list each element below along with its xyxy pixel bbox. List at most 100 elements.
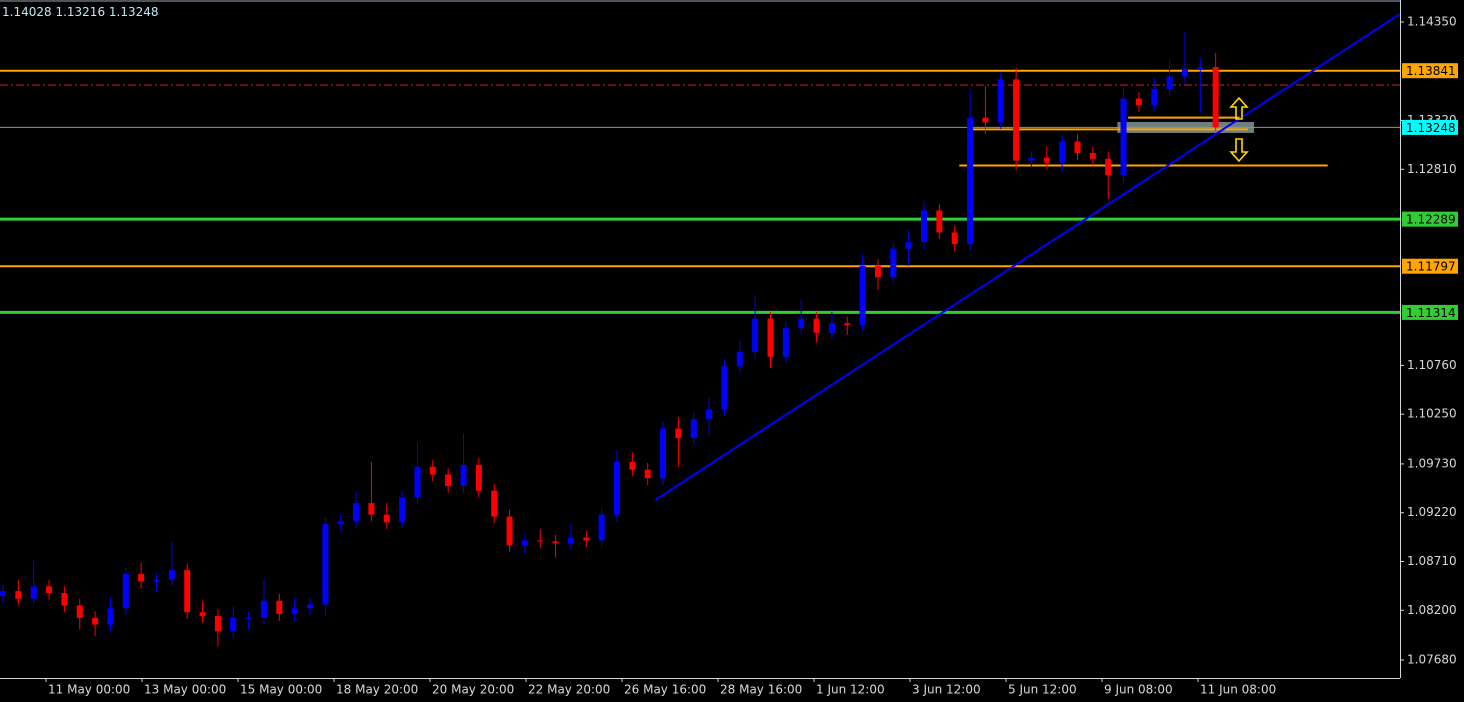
candle-body	[706, 409, 713, 419]
candle-body	[890, 248, 897, 278]
price-label: 1.13248	[1406, 121, 1456, 135]
level-label-box	[1402, 258, 1458, 274]
level-label-box	[1402, 211, 1458, 227]
x-tick-label: 9 Jun 08:00	[1104, 683, 1173, 697]
x-tick-label: 11 May 00:00	[48, 683, 130, 697]
x-tick-label: 22 May 20:00	[528, 683, 610, 697]
candle-body	[874, 265, 881, 278]
candle-body	[552, 541, 559, 544]
candle-body	[537, 540, 544, 542]
candle-body	[736, 352, 743, 367]
candle-body	[1135, 98, 1142, 106]
y-tick-label: 1.12810	[1407, 162, 1457, 176]
candle-body	[1181, 69, 1188, 77]
x-tick-label: 5 Jun 12:00	[1008, 683, 1077, 697]
candle-body	[506, 516, 513, 546]
candle-body	[414, 466, 421, 498]
candle-body	[690, 418, 697, 439]
candle-body	[521, 540, 528, 546]
y-tick-label: 1.09730	[1407, 456, 1457, 470]
candle-body	[291, 608, 298, 615]
candle-body	[997, 79, 1004, 123]
level-label-box	[1402, 63, 1458, 79]
x-tick-label: 18 May 20:00	[336, 683, 418, 697]
candle-body	[1013, 79, 1020, 161]
candle-body	[598, 514, 605, 541]
candle-body	[61, 593, 68, 606]
candle-body	[660, 428, 667, 479]
x-tick-label: 1 Jun 12:00	[816, 683, 885, 697]
candle-body	[1120, 98, 1127, 176]
ohlc-header: 1.14028 1.13216 1.13248	[2, 5, 159, 19]
candle-body	[307, 604, 313, 609]
candle-body	[0, 591, 6, 596]
y-tick-label: 1.14350	[1407, 15, 1457, 29]
level-label: 1.13841	[1406, 64, 1456, 78]
plot-area	[0, 13, 1401, 647]
candle-body	[153, 579, 160, 582]
candle-body	[752, 318, 759, 353]
y-tick-label: 1.08200	[1407, 603, 1457, 617]
candle-body	[1151, 88, 1158, 106]
candle-body	[567, 537, 574, 544]
candle-body	[199, 612, 206, 617]
arrows	[1229, 96, 1249, 163]
down-arrow	[1229, 138, 1249, 163]
candle-body	[445, 474, 452, 486]
candle-body	[260, 600, 267, 618]
candle-body	[1105, 158, 1112, 176]
candle-body	[1212, 66, 1219, 128]
candle-body	[1197, 66, 1204, 70]
header-high: 1.14028	[2, 5, 52, 19]
candle-body	[629, 462, 636, 470]
candle-body	[644, 469, 651, 479]
candle-body	[767, 318, 774, 357]
candle-body	[675, 428, 682, 439]
candle-body	[1028, 157, 1035, 161]
candle-body	[1059, 141, 1066, 163]
candle-body	[168, 570, 175, 580]
candle-body	[583, 537, 590, 541]
candle-body	[76, 605, 83, 618]
candle-body	[813, 318, 820, 333]
level-label: 1.11797	[1406, 260, 1456, 274]
x-tick-label: 20 May 20:00	[432, 683, 514, 697]
candle-body	[936, 210, 943, 233]
y-tick-label: 1.07680	[1407, 653, 1457, 667]
candle-body	[92, 617, 99, 625]
candle-body	[214, 616, 221, 632]
up-arrow	[1229, 96, 1249, 120]
candle-body	[383, 514, 390, 523]
candle-body	[184, 570, 191, 613]
candle-body	[491, 490, 498, 517]
candle-body	[122, 573, 129, 609]
candle-body	[107, 608, 114, 625]
candle-body	[30, 586, 37, 599]
level-label: 1.12289	[1406, 213, 1456, 227]
candle-body	[1043, 157, 1050, 163]
candle-body	[859, 265, 866, 326]
x-tick-label: 13 May 00:00	[144, 683, 226, 697]
candle-body	[828, 323, 835, 333]
candle-body	[368, 503, 375, 515]
candle-body	[230, 617, 237, 632]
candle-body	[353, 503, 360, 522]
level-label-box	[1402, 304, 1458, 320]
candle-body	[245, 617, 252, 619]
candle-body	[322, 524, 329, 605]
x-tick-label: 11 Jun 08:00	[1200, 683, 1276, 697]
candle-body	[905, 242, 912, 249]
candle-body	[1089, 153, 1096, 159]
y-tick-label: 1.09220	[1407, 505, 1457, 519]
candle-body	[276, 600, 283, 615]
x-tick-label: 26 May 16:00	[624, 683, 706, 697]
candle-body	[1074, 141, 1081, 154]
x-tick-label: 28 May 16:00	[720, 683, 802, 697]
candle-body	[1166, 76, 1173, 89]
candle-body	[337, 521, 344, 525]
candle-body	[138, 573, 145, 582]
candle-body	[46, 586, 53, 594]
candle-body	[982, 117, 989, 123]
